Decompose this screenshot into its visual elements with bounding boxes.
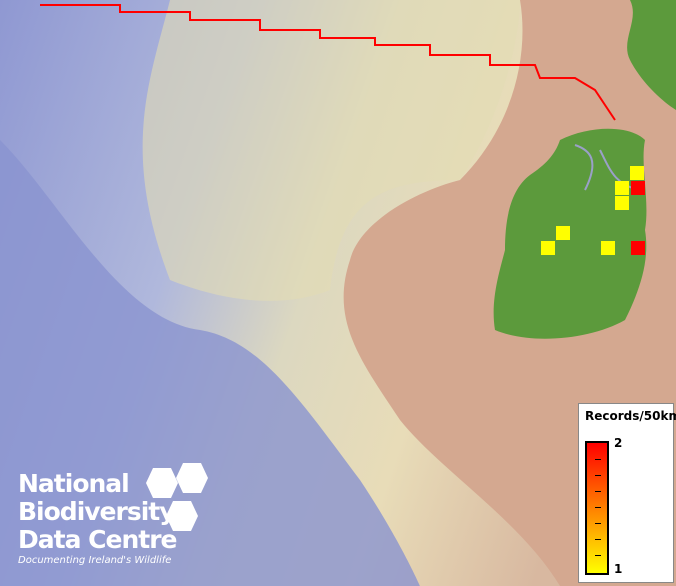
land-ireland — [493, 128, 647, 339]
record-cell[interactable] — [615, 181, 629, 195]
land-scotland — [627, 0, 676, 110]
record-cell[interactable] — [615, 196, 629, 210]
continental-shelf — [0, 0, 520, 301]
legend-tick — [595, 507, 601, 508]
legend-min-label: 1 — [614, 562, 623, 576]
deep-ocean — [0, 140, 420, 586]
legend: Records/50km 2 1 — [578, 403, 676, 583]
legend-tick — [595, 475, 601, 476]
logo-line-2: Biodiversity — [18, 497, 176, 526]
record-cell[interactable] — [631, 241, 645, 255]
color-scale-bar — [585, 441, 609, 575]
legend-max-label: 2 — [614, 436, 623, 450]
boundary-line — [40, 4, 616, 121]
record-cell[interactable] — [631, 181, 645, 195]
record-cell[interactable] — [601, 241, 615, 255]
legend-tick — [595, 523, 601, 524]
record-cells — [541, 166, 645, 255]
record-cell[interactable] — [630, 166, 644, 180]
logo-line-1: National — [18, 469, 130, 498]
legend-tick — [595, 459, 601, 460]
hexagon-logo-icon — [146, 463, 208, 531]
legend-tick — [595, 555, 601, 556]
logo-line-3: Data Centre — [18, 525, 177, 554]
legend-title: Records/50km — [585, 409, 676, 423]
logo-tagline: Documenting Ireland's Wildlife — [18, 555, 172, 566]
record-cell[interactable] — [541, 241, 555, 255]
nbdc-logo: National Biodiversity Data Centre Docume… — [18, 469, 177, 567]
legend-tick — [595, 539, 601, 540]
legend-tick — [595, 491, 601, 492]
record-cell[interactable] — [556, 226, 570, 240]
